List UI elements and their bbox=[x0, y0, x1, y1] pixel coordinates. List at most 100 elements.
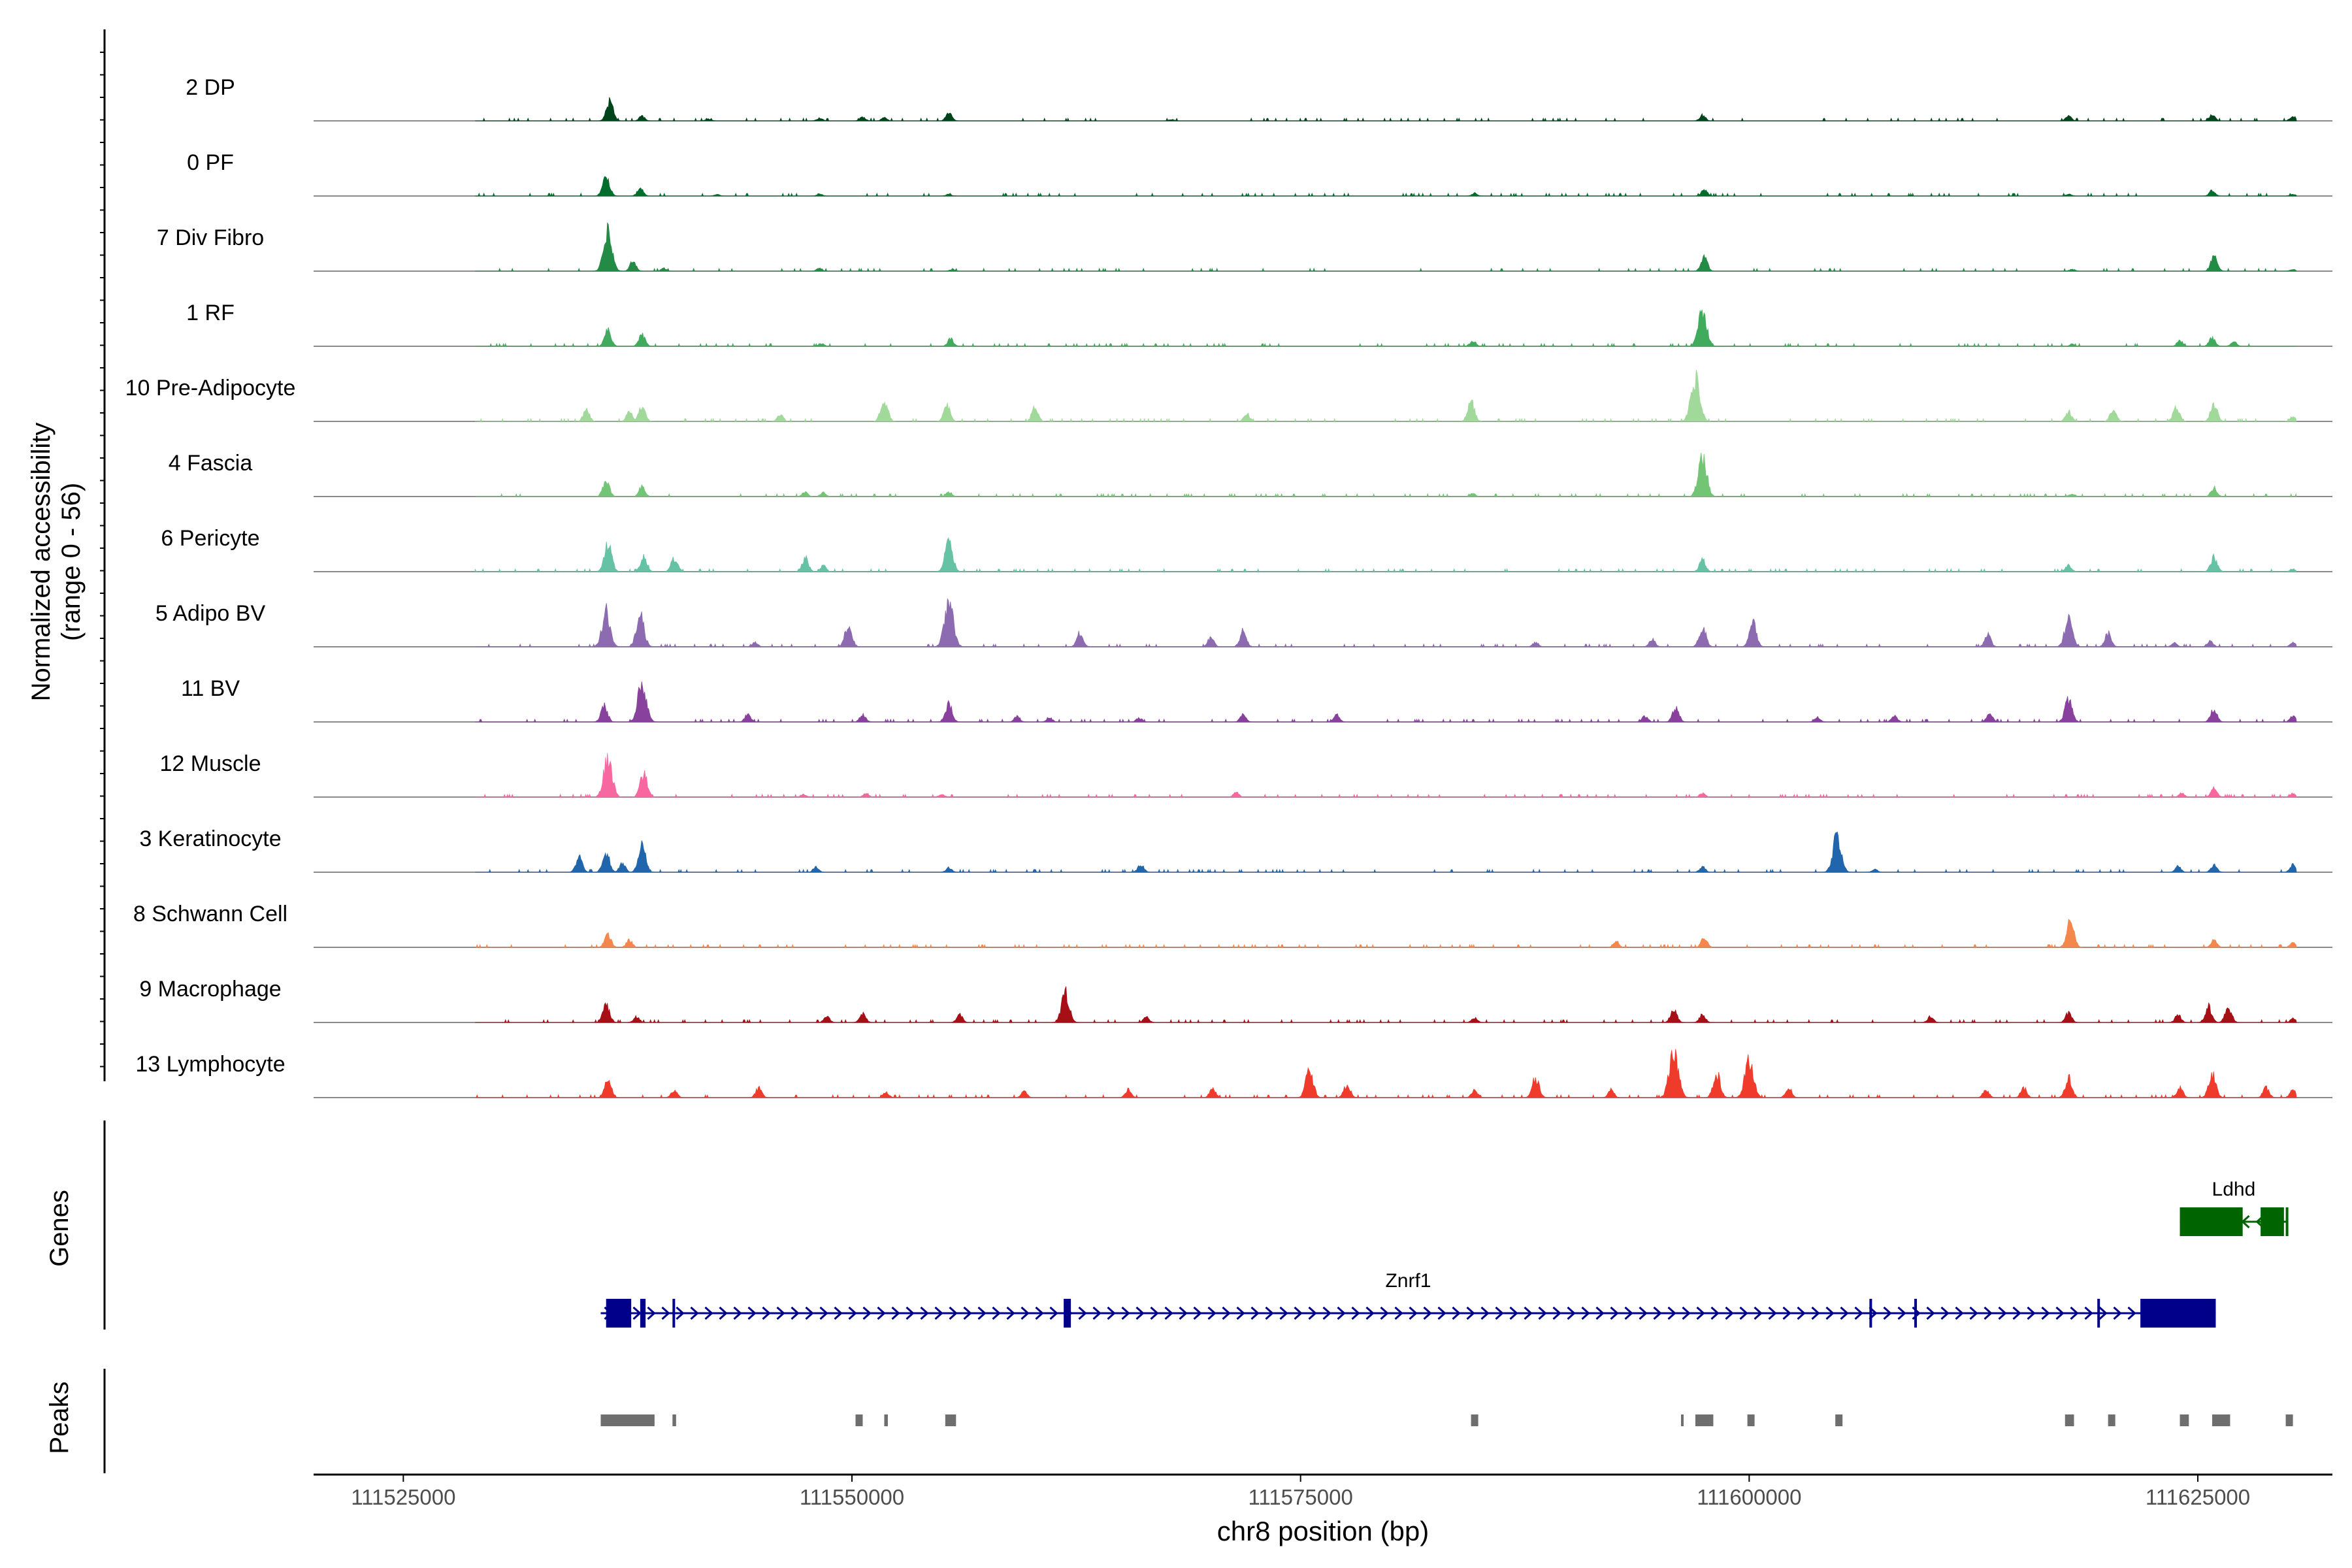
strand-arrow bbox=[1409, 1306, 1418, 1320]
coverage-area bbox=[475, 598, 2297, 648]
strand-arrow bbox=[1610, 1306, 1619, 1320]
coverage-area bbox=[475, 919, 2297, 949]
strand-arrow bbox=[1365, 1306, 1375, 1320]
exon bbox=[2097, 1299, 2100, 1328]
strand-arrow bbox=[1466, 1306, 1475, 1320]
strand-arrow bbox=[1739, 1306, 1748, 1320]
coverage-area bbox=[475, 97, 2297, 122]
track-label: 6 Pericyte bbox=[161, 526, 259, 551]
coverage-tracks: 2 DP 0 PF 7 Div Fibro 1 RF 10 Pre-Adipocyte 4… bbox=[125, 75, 2332, 1099]
track-0-pf: 0 PF bbox=[187, 150, 2332, 197]
strand-arrow bbox=[1308, 1306, 1317, 1320]
coverage-area bbox=[475, 222, 2297, 272]
strand-arrow bbox=[1193, 1306, 1202, 1320]
track-9-macrophage: 9 Macrophage bbox=[139, 977, 2332, 1024]
strand-arrow bbox=[2055, 1306, 2065, 1320]
strand-arrow bbox=[1121, 1306, 1130, 1320]
coverage-area bbox=[475, 986, 2297, 1024]
strand-arrow bbox=[1811, 1306, 1820, 1320]
strand-arrow bbox=[1322, 1306, 1331, 1320]
track-1-rf: 1 RF bbox=[186, 301, 2332, 348]
strand-arrow bbox=[1825, 1306, 1835, 1320]
strand-arrow bbox=[762, 1306, 771, 1320]
x-tick-label: 111550000 bbox=[800, 1485, 904, 1509]
track-13-lymphocyte: 13 Lymphocyte bbox=[135, 1049, 2332, 1099]
exon bbox=[672, 1299, 676, 1328]
exon bbox=[2261, 1207, 2284, 1236]
genes-panel-label: Genes bbox=[45, 1190, 74, 1267]
strand-arrow bbox=[1639, 1306, 1648, 1320]
peak-region bbox=[855, 1414, 863, 1426]
x-tick-label: 111575000 bbox=[1249, 1485, 1353, 1509]
strand-arrow bbox=[1351, 1306, 1360, 1320]
strand-arrow bbox=[1682, 1306, 1691, 1320]
strand-arrow bbox=[2012, 1306, 2021, 1320]
track-4-fascia: 4 Fascia bbox=[169, 451, 2332, 498]
coverage-area bbox=[475, 831, 2297, 874]
gene-track: Ldhd Znrf1 bbox=[103, 1120, 2289, 1330]
strand-arrow bbox=[747, 1306, 757, 1320]
strand-arrow bbox=[1452, 1306, 1461, 1320]
track-label: 2 DP bbox=[186, 75, 235, 100]
gene-ldhd: Ldhd bbox=[2180, 1179, 2289, 1236]
track-7-div-fibro: 7 Div Fibro bbox=[157, 222, 2332, 272]
coverage-area bbox=[475, 369, 2297, 423]
strand-arrow bbox=[1135, 1306, 1145, 1320]
strand-arrow bbox=[1265, 1306, 1274, 1320]
peak-region bbox=[2285, 1414, 2293, 1426]
strand-arrow bbox=[2127, 1306, 2136, 1320]
strand-arrow bbox=[1480, 1306, 1490, 1320]
coverage-area bbox=[475, 681, 2297, 723]
x-tick-label: 111525000 bbox=[351, 1485, 455, 1509]
x-tick-label: 111600000 bbox=[1697, 1485, 1801, 1509]
exon bbox=[2140, 1299, 2216, 1328]
strand-arrow bbox=[676, 1306, 685, 1320]
strand-arrow bbox=[934, 1306, 943, 1320]
strand-arrow bbox=[805, 1306, 814, 1320]
peak-region bbox=[2212, 1414, 2230, 1426]
strand-arrow bbox=[1984, 1306, 1993, 1320]
track-8-schwann-cell: 8 Schwann Cell bbox=[133, 902, 2332, 949]
exon bbox=[606, 1299, 632, 1328]
strand-arrow bbox=[733, 1306, 742, 1320]
strand-arrow bbox=[1897, 1306, 1906, 1320]
peak-region bbox=[2108, 1414, 2115, 1426]
peak-region bbox=[1747, 1414, 1755, 1426]
strand-arrow bbox=[920, 1306, 929, 1320]
track-2-dp: 2 DP bbox=[186, 75, 2332, 122]
strand-arrow bbox=[632, 1306, 642, 1320]
strand-arrow bbox=[891, 1306, 900, 1320]
track-label: 13 Lymphocyte bbox=[135, 1052, 285, 1077]
exon bbox=[640, 1299, 646, 1328]
peak-region bbox=[2065, 1414, 2074, 1426]
exon bbox=[1869, 1299, 1872, 1328]
strand-arrow bbox=[906, 1306, 915, 1320]
strand-arrow bbox=[1524, 1306, 1533, 1320]
strand-arrow bbox=[2027, 1306, 2036, 1320]
strand-arrow bbox=[1768, 1306, 1777, 1320]
peak-region bbox=[2180, 1414, 2189, 1426]
strand-arrow bbox=[1394, 1306, 1403, 1320]
peak-region bbox=[1471, 1414, 1478, 1426]
y-axis-title: Normalized accessibility bbox=[27, 423, 56, 702]
strand-arrow bbox=[791, 1306, 800, 1320]
strand-arrow bbox=[1940, 1306, 1950, 1320]
strand-arrow bbox=[2070, 1306, 2079, 1320]
strand-arrow bbox=[1840, 1306, 1849, 1320]
track-label: 4 Fascia bbox=[169, 451, 253, 476]
strand-arrow bbox=[1595, 1306, 1605, 1320]
strand-arrow bbox=[1552, 1306, 1561, 1320]
strand-arrow bbox=[661, 1306, 670, 1320]
track-label: 3 Keratinocyte bbox=[139, 826, 281, 851]
track-label: 0 PF bbox=[187, 150, 234, 175]
track-label: 9 Macrophage bbox=[139, 977, 281, 1002]
strand-arrow bbox=[776, 1306, 785, 1320]
track-label: 1 RF bbox=[186, 301, 235, 325]
strand-arrow bbox=[1150, 1306, 1159, 1320]
track-3-keratinocyte: 3 Keratinocyte bbox=[139, 826, 2332, 874]
exon bbox=[2180, 1207, 2243, 1236]
strand-arrow bbox=[1035, 1306, 1044, 1320]
strand-arrow bbox=[1495, 1306, 1504, 1320]
strand-arrow bbox=[1567, 1306, 1576, 1320]
